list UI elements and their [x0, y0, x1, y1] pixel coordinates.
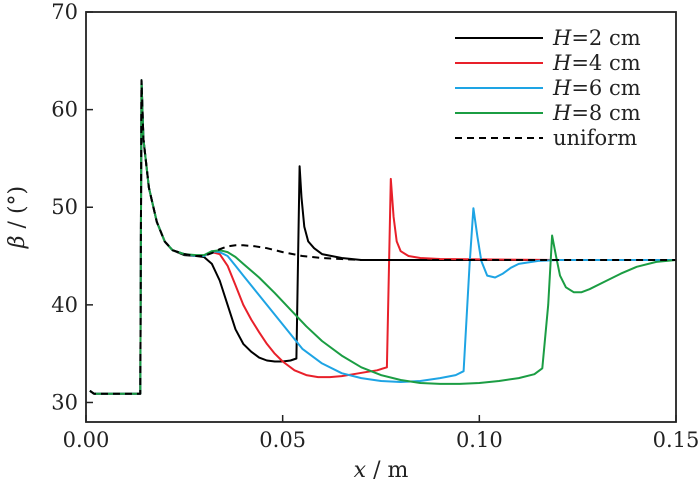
- series-layer: [89, 79, 677, 395]
- legend-label: H=8 cm: [552, 101, 641, 125]
- x-tick-label: 0.00: [63, 428, 110, 452]
- legend-label: uniform: [553, 126, 637, 150]
- series-line-5: [89, 79, 676, 395]
- y-tick-label: 70: [51, 0, 78, 24]
- x-tick-label: 0.05: [259, 428, 306, 452]
- y-tick-label: 60: [51, 98, 78, 122]
- legend-label: H=2 cm: [552, 26, 641, 50]
- x-tick-label: 0.10: [456, 428, 503, 452]
- y-axis-label: β / (°): [5, 186, 30, 249]
- x-tick-label: 0.15: [653, 428, 700, 452]
- legend-label: H=4 cm: [552, 51, 641, 75]
- y-tick-label: 30: [51, 390, 78, 414]
- x-axis-label: x / m: [354, 458, 409, 481]
- y-tick-label: 50: [51, 195, 78, 219]
- y-tick-label: 40: [51, 293, 78, 317]
- legend-label: H=6 cm: [552, 76, 641, 100]
- ticks-layer: 0.00 0.05 0.10 0.15 30 40 50 60 70: [51, 0, 699, 452]
- plot-frame: [85, 11, 677, 423]
- series-line-4: [89, 79, 677, 395]
